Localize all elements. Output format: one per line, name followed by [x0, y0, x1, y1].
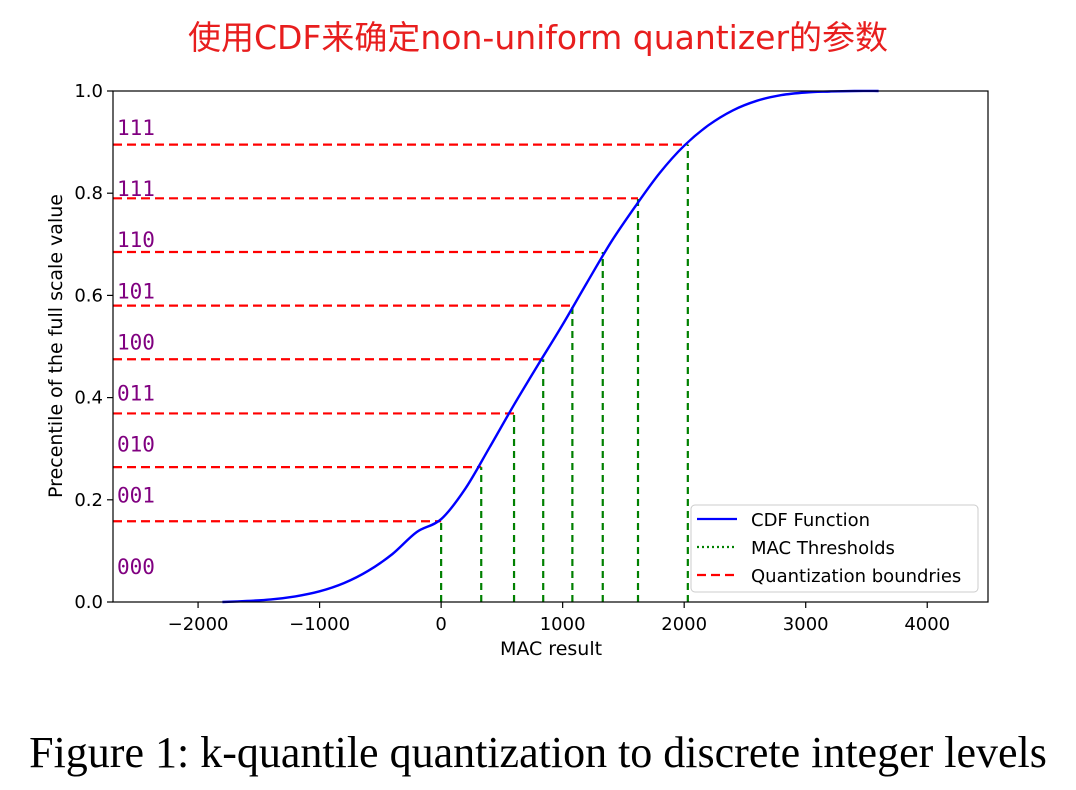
level-code-label: 001: [117, 484, 155, 508]
x-tick-label: 3000: [783, 614, 829, 635]
level-code-label: 111: [117, 177, 155, 201]
x-tick-label: −1000: [289, 614, 350, 635]
legend-threshold-label: MAC Thresholds: [751, 538, 895, 559]
cdf-chart: 000 001 010 011 100 101 110 111 111 −2000 −1000 0 1…: [45, 81, 989, 660]
banner-title: 使用CDF来确定non-uniform quantizer的参数: [187, 18, 889, 57]
level-code-label: 101: [117, 279, 155, 303]
y-tick-label: 0.2: [74, 490, 103, 511]
legend-cdf-label: CDF Function: [751, 510, 870, 531]
y-tick-label: 0.6: [74, 285, 103, 306]
level-code-label: 010: [117, 433, 155, 457]
y-tick-label: 0.0: [74, 592, 103, 613]
x-axis-label: MAC result: [500, 638, 602, 660]
y-tick-label: 1.0: [74, 81, 103, 102]
y-tick-label: 0.4: [74, 388, 103, 409]
y-axis-label: Precentile of the full scale value: [45, 194, 67, 498]
level-code-label: 000: [117, 555, 155, 579]
legend-boundary-label: Quantization boundries: [751, 566, 961, 587]
level-code-label: 100: [117, 330, 155, 354]
y-tick-label: 0.8: [74, 183, 103, 204]
level-code-label: 011: [117, 381, 155, 405]
level-code-label: 110: [117, 228, 155, 252]
legend: CDF Function MAC Thresholds Quantization…: [690, 504, 979, 593]
cdf-curve: [222, 89, 879, 604]
x-tick-label: 4000: [904, 614, 950, 635]
x-tick-label: 1000: [540, 614, 586, 635]
legend-box: [690, 504, 979, 593]
figure-caption: Figure 1: k-quantile quantization to dis…: [29, 728, 1047, 777]
x-tick-label: 0: [435, 614, 446, 635]
plot-frame: [112, 90, 989, 603]
x-tick-label: −2000: [168, 614, 229, 635]
level-code-label: 111: [117, 116, 155, 140]
x-tick-label: 2000: [661, 614, 707, 635]
